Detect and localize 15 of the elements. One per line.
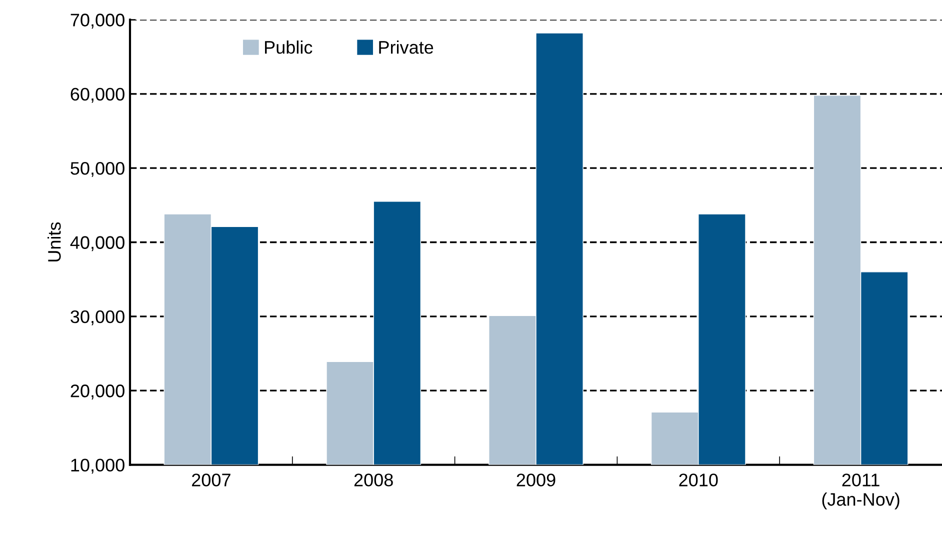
y-tick-label: 10,000	[71, 458, 124, 474]
x-tick-label: 2011 (Jan-Nov)	[822, 474, 900, 510]
x-tick-label: 2008	[354, 474, 393, 486]
y-tick-label: 70,000	[70, 14, 124, 29]
x-tick-label: 2007	[192, 474, 230, 486]
legend-label: Public	[265, 40, 312, 54]
legend-label: Private	[379, 40, 434, 54]
y-tick-label: 20,000	[70, 384, 124, 400]
y-tick-label: 40,000	[70, 236, 124, 252]
x-tick-label: 2009	[516, 474, 556, 486]
x-tick-label: 2010	[679, 474, 718, 486]
y-tick-label: 30,000	[70, 310, 124, 326]
y-axis-title: Units	[48, 222, 61, 262]
y-tick-label: 60,000	[70, 88, 124, 103]
y-tick-label: 50,000	[70, 162, 124, 177]
